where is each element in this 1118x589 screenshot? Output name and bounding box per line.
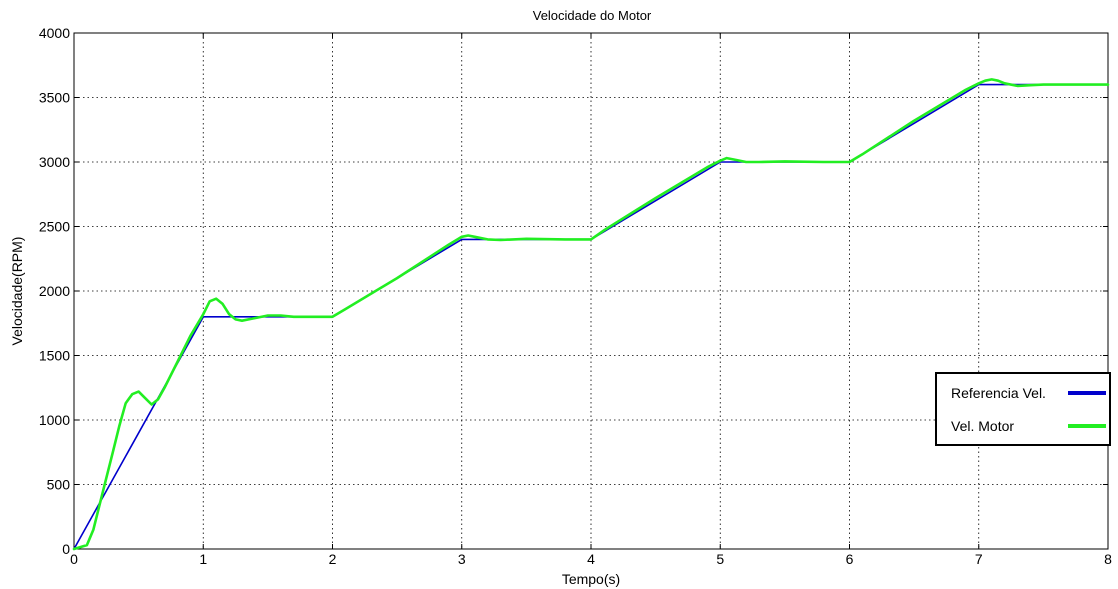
x-tick-label: 3 <box>458 551 466 567</box>
chart-title: Velocidade do Motor <box>533 8 652 23</box>
x-tick-label: 8 <box>1104 551 1112 567</box>
y-tick-label: 1000 <box>39 412 70 428</box>
x-axis-label: Tempo(s) <box>562 571 620 587</box>
y-tick-label: 1500 <box>39 348 70 364</box>
legend-label-referencia: Referencia Vel. <box>951 385 1046 401</box>
x-tick-label: 4 <box>587 551 595 567</box>
legend: Referencia Vel. Vel. Motor <box>935 372 1111 446</box>
series-line-vel-motor <box>72 78 1110 551</box>
x-tick-label: 5 <box>716 551 724 567</box>
y-tick-label: 500 <box>47 477 71 493</box>
y-tick-label: 2000 <box>39 283 70 299</box>
y-tick-label: 2500 <box>39 219 70 235</box>
y-tick-label: 3000 <box>39 154 70 170</box>
series-lines <box>72 78 1110 551</box>
grid <box>74 33 1108 549</box>
x-tick-label: 0 <box>70 551 78 567</box>
x-tick-label: 7 <box>975 551 983 567</box>
y-tick-label: 0 <box>62 541 70 557</box>
y-tick-label: 4000 <box>39 25 70 41</box>
legend-label-vel-motor: Vel. Motor <box>951 418 1014 434</box>
x-tick-label: 2 <box>329 551 337 567</box>
y-tick-label: 3500 <box>39 90 70 106</box>
axis-ticks: 0 1 2 3 4 5 6 7 8 0 500 1000 1500 2000 2500 3000 3500 400… <box>39 25 1112 567</box>
y-axis-label: Velocidade(RPM) <box>9 237 25 346</box>
x-tick-label: 1 <box>199 551 207 567</box>
x-tick-label: 6 <box>846 551 854 567</box>
legend-box <box>935 372 1111 446</box>
